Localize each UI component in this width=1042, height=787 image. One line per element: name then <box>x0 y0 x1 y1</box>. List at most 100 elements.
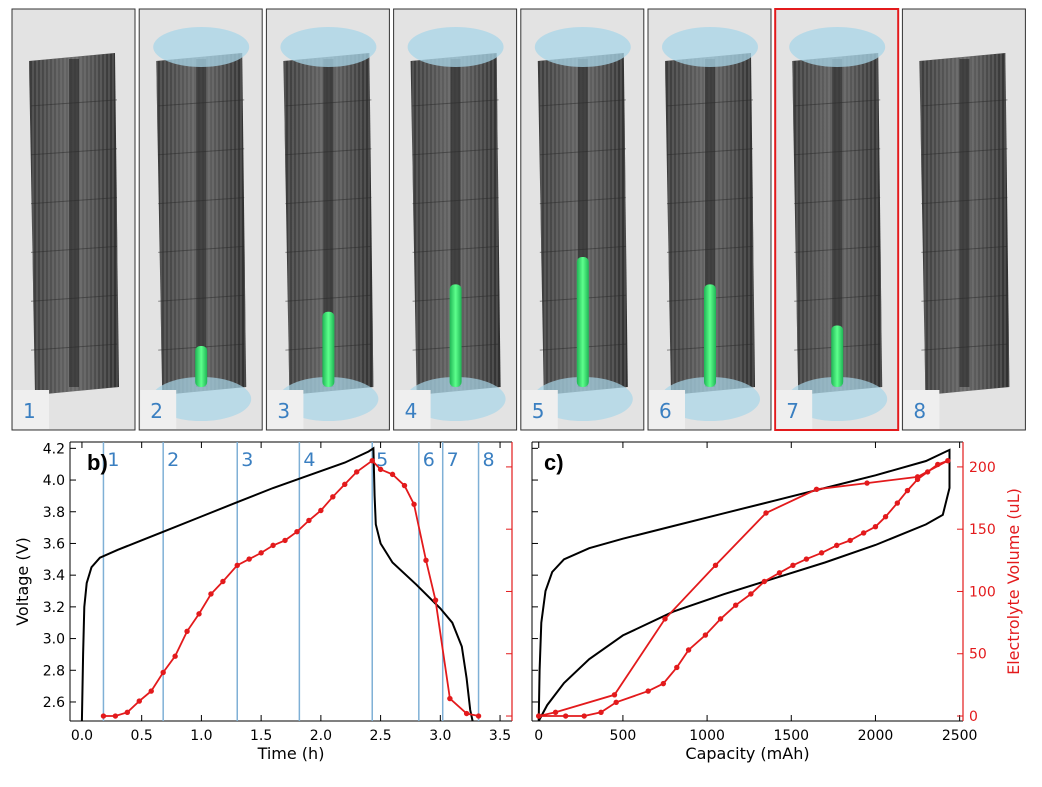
electrolyte-point <box>818 550 825 556</box>
band-line <box>794 294 881 302</box>
y2-tick-label: 50 <box>969 647 987 663</box>
panel-b-voltage-time-chart: 0.0 0.5 1.0 1.5 2.0 2.5 3.0 3.5 2.6 2.8 3.0 3.2 3.4 3… <box>13 441 513 763</box>
band-line <box>30 197 118 205</box>
top-gas-cloud <box>534 27 631 67</box>
frame-number: 3 <box>277 399 290 423</box>
voltage-line <box>80 446 474 722</box>
time-marker-label: 7 <box>447 449 459 471</box>
xray-frame-5: 5 <box>520 8 645 431</box>
gas-column <box>831 325 844 387</box>
band-line <box>539 197 626 205</box>
electrolyte-point <box>270 542 276 549</box>
electrolyte-point <box>184 628 190 635</box>
frame-number: 5 <box>532 399 545 423</box>
band-line <box>666 197 754 205</box>
electrolyte-point <box>598 709 604 715</box>
y-tick-label: 3.0 <box>43 632 65 648</box>
band-line <box>539 148 626 156</box>
central-core <box>450 59 461 387</box>
xray-frame-2: 2 <box>138 8 263 431</box>
y2-tick-label: 0 <box>969 709 978 725</box>
electrolyte-point <box>924 469 931 475</box>
y-tick-label: 2.6 <box>43 695 65 711</box>
electrolyte-point <box>160 669 166 676</box>
electrolyte-point <box>872 523 879 530</box>
central-core <box>196 59 207 387</box>
y-tick-label: 3.4 <box>43 568 65 584</box>
electrolyte-point <box>562 713 569 719</box>
frame-label-box <box>903 390 940 429</box>
band-line <box>158 99 245 107</box>
electrolyte-point <box>685 647 692 653</box>
electrolyte-point <box>475 713 482 719</box>
gas-column <box>449 284 462 387</box>
y-tick-label: 3.2 <box>43 600 65 616</box>
y-axis-label: Voltage (V) <box>13 537 32 626</box>
electrolyte-point <box>860 530 867 536</box>
frame-label-box <box>140 390 177 429</box>
electrolyte-point <box>401 482 408 489</box>
electrolyte-point <box>196 611 202 617</box>
electrolyte-point <box>136 698 142 704</box>
top-gas-cloud <box>407 27 504 67</box>
band-line <box>539 245 626 253</box>
electrolyte-point <box>813 486 820 493</box>
electrolyte-point <box>776 570 783 576</box>
x-tick-label: 1.5 <box>250 728 272 744</box>
frame-label-box <box>13 390 49 429</box>
y2-tick-label: 100 <box>969 584 996 600</box>
panel-b-label: b) <box>87 450 108 475</box>
x-tick-label: 2500 <box>942 728 978 744</box>
electrolyte-point <box>945 457 951 464</box>
electrolyte-point <box>763 510 769 516</box>
time-marker-label: 3 <box>241 449 253 471</box>
band-line <box>666 245 754 253</box>
electrolyte-point <box>552 709 559 715</box>
electrolyte-point <box>613 699 619 706</box>
band-line <box>285 294 372 302</box>
band-line <box>30 343 118 351</box>
frame-number: 2 <box>150 399 163 423</box>
electrolyte-point <box>894 500 901 506</box>
electrolyte-point <box>294 528 300 535</box>
y-tick-label: 3.8 <box>43 505 65 521</box>
electrolyte-point <box>432 597 439 603</box>
top-gas-cloud <box>280 27 377 67</box>
electrolyte-point <box>717 616 724 622</box>
electrolyte-point <box>536 713 542 719</box>
panel-c-label: c) <box>544 450 564 475</box>
electrolyte-point <box>733 602 739 608</box>
band-line <box>794 197 881 205</box>
electrolyte-point <box>258 550 264 556</box>
central-core <box>577 59 588 387</box>
electrolyte-point <box>369 457 375 464</box>
band-line <box>30 294 118 302</box>
electrolyte-point <box>423 557 429 564</box>
x-tick-label: 3.5 <box>489 728 511 744</box>
x-tick-label: 0.5 <box>131 728 153 744</box>
panel-c-voltage-capacity-chart: 0 500 1000 1500 2000 2500 0 50 100 150 200 Capacity… <box>531 441 1023 763</box>
electrolyte-point <box>330 494 336 500</box>
band-line <box>666 99 754 107</box>
electrolyte-point <box>220 578 226 585</box>
band-line <box>158 197 245 205</box>
time-marker-label: 1 <box>107 449 119 471</box>
central-core <box>832 59 843 387</box>
band-line <box>30 148 118 156</box>
band-line <box>412 99 499 107</box>
electrolyte-point <box>935 461 941 468</box>
electrolyte-point <box>674 664 680 671</box>
electrolyte-point <box>342 481 348 488</box>
x-tick-label: 2000 <box>858 728 894 744</box>
electrolyte-point <box>712 562 719 569</box>
xray-frame-4: 4 <box>393 8 518 431</box>
y-tick-label: 4.2 <box>43 441 65 457</box>
electrolyte-point <box>904 487 911 494</box>
electrolyte-point <box>790 562 796 569</box>
gas-column <box>322 311 335 387</box>
frame-label-box <box>649 390 685 429</box>
band-line <box>921 148 1008 156</box>
electrolyte-point <box>112 713 119 719</box>
gas-column <box>704 284 716 387</box>
